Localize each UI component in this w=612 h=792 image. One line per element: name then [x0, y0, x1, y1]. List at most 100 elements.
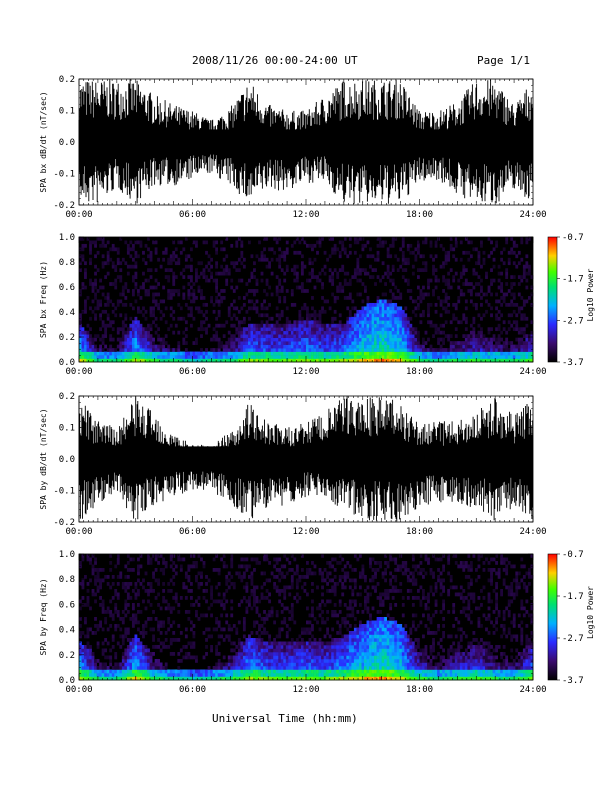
- spectrogram-cell: [490, 250, 493, 255]
- spectrogram-cell: [94, 264, 97, 269]
- spectrogram-cell: [111, 358, 115, 363]
- spectrogram-cell: [126, 596, 130, 600]
- spectrogram-cell: [469, 254, 473, 259]
- spectrogram-cell: [235, 240, 239, 245]
- spectrogram-cell: [318, 309, 322, 314]
- spectrogram-cell: [144, 676, 148, 681]
- spectrogram-cell: [275, 348, 279, 352]
- y-tick-label: 0.2: [59, 392, 75, 402]
- spectrogram-cell: [237, 358, 241, 363]
- spectrogram-cell: [126, 610, 130, 614]
- spectrogram-cell: [114, 592, 118, 597]
- spectrogram-cell: [101, 261, 105, 266]
- spectrogram-cell: [114, 278, 118, 283]
- spectrogram-cell: [364, 243, 367, 248]
- spectrogram-cell: [253, 268, 256, 273]
- spectrogram-cell: [172, 278, 176, 283]
- spectrogram-cell: [134, 652, 138, 656]
- spectrogram-cell: [263, 334, 266, 338]
- spectrogram-cell: [220, 240, 224, 245]
- spectrogram-cell: [399, 306, 403, 311]
- spectrogram-cell: [522, 348, 526, 352]
- spectrogram-cell: [147, 355, 150, 359]
- spectrogram-cell: [394, 337, 398, 342]
- spectrogram-cell: [217, 676, 221, 681]
- spectrogram-cell: [240, 557, 244, 562]
- spectrogram-cell: [353, 237, 357, 241]
- spectrogram-cell: [268, 638, 271, 642]
- spectrogram-cell: [374, 358, 377, 363]
- spectrogram-cell: [134, 348, 138, 352]
- spectrogram-cell: [253, 620, 256, 625]
- spectrogram-cell: [240, 254, 244, 259]
- spectrogram-cell: [353, 306, 357, 311]
- spectrogram-cell: [101, 341, 105, 345]
- spectrogram-cell: [245, 348, 249, 352]
- spectrogram-cell: [121, 302, 125, 307]
- spectrogram-cell: [273, 334, 277, 338]
- spectrogram-cell: [137, 645, 140, 649]
- spectrogram-cell: [159, 631, 163, 635]
- spectrogram-cell: [131, 613, 135, 618]
- spectrogram-cell: [217, 323, 221, 328]
- spectrogram-cell: [371, 344, 375, 349]
- spectrogram-cell: [235, 348, 239, 352]
- spectrogram-cell: [477, 250, 481, 255]
- spectrogram-cell: [111, 645, 115, 649]
- spectrogram-cell: [409, 250, 413, 255]
- spectrogram-cell: [149, 254, 153, 259]
- spectrogram-cell: [129, 655, 133, 660]
- spectrogram-cell: [121, 610, 125, 614]
- spectrogram-cell: [162, 351, 166, 356]
- spectrogram-cell: [467, 337, 471, 342]
- spectrogram-cell: [215, 585, 219, 590]
- spectrogram-cell: [212, 327, 216, 332]
- spectrogram-cell: [124, 631, 128, 635]
- spectrogram-cell: [258, 659, 261, 663]
- spectrogram-cell: [149, 557, 153, 562]
- spectrogram-cell: [192, 564, 196, 569]
- spectrogram-cell: [270, 662, 274, 667]
- spectrogram-cell: [283, 337, 287, 342]
- spectrogram-cell: [134, 344, 138, 349]
- spectrogram-cell: [182, 557, 186, 562]
- spectrogram-cell: [517, 341, 521, 345]
- spectrogram-cell: [457, 278, 461, 283]
- spectrogram-cell: [419, 348, 423, 352]
- spectrogram-cell: [389, 313, 393, 318]
- spectrogram-cell: [177, 673, 181, 677]
- spectrogram-cell: [250, 254, 254, 259]
- spectrogram-cell: [265, 659, 269, 663]
- spectrogram-cell: [386, 264, 390, 269]
- spectrogram-cell: [318, 278, 322, 283]
- spectrogram-cell: [81, 648, 85, 653]
- spectrogram-cell: [220, 323, 224, 328]
- spectrogram-cell: [482, 313, 486, 318]
- spectrogram-cell: [265, 320, 269, 325]
- spectrogram-cell: [283, 323, 287, 328]
- spectrogram-cell: [144, 655, 148, 660]
- spectrogram-cell: [129, 341, 133, 345]
- spectrogram-cell: [159, 641, 163, 646]
- spectrogram-cell: [313, 275, 317, 279]
- spectrogram-cell: [374, 282, 377, 286]
- spectrogram-cell: [369, 309, 372, 314]
- spectrogram-cell: [253, 289, 256, 293]
- spectrogram-cell: [147, 268, 150, 273]
- spectrogram-cell: [356, 278, 360, 283]
- spectrogram-cell: [369, 355, 372, 359]
- spectrogram-cell: [366, 323, 370, 328]
- spectrogram-cell: [159, 358, 163, 363]
- spectrogram-cell: [406, 282, 410, 286]
- spectrogram-cell: [207, 355, 211, 359]
- spectrogram-cell: [210, 355, 213, 359]
- spectrogram-cell: [142, 659, 145, 663]
- spectrogram-cell: [270, 648, 274, 653]
- spectrogram-cell: [215, 355, 219, 359]
- spectrogram-cell: [187, 589, 191, 593]
- spectrogram-cell: [480, 355, 483, 359]
- spectrogram-cell: [422, 254, 425, 259]
- spectrogram-cell: [94, 306, 97, 311]
- spectrogram-cell: [396, 344, 400, 349]
- spectrogram-cell: [263, 571, 266, 576]
